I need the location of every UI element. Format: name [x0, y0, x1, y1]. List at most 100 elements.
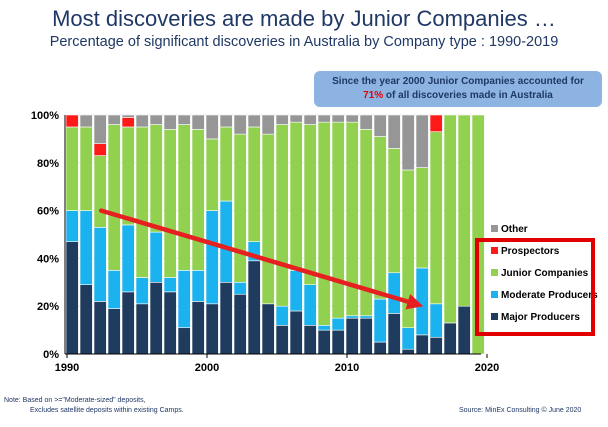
bar-segment: [415, 167, 429, 269]
bar-segment: [359, 315, 373, 319]
y-tick-label: 100%: [31, 110, 59, 122]
bar-segment: [275, 124, 289, 307]
bar-segment: [303, 114, 317, 125]
trend-arrow: [98, 208, 424, 310]
bar-segment: [219, 126, 233, 202]
callout-highlight: 71%: [363, 90, 384, 101]
bar-segment: [303, 325, 317, 355]
bar-segment: [79, 126, 93, 211]
bar-segment: [233, 281, 247, 295]
bar-segment: [219, 281, 233, 355]
bar-segment: [275, 325, 289, 355]
footnote-line-1: Note: Based on >="Moderate-sized" deposi…: [4, 397, 146, 404]
callout-line-1: Since the year 2000 Junior Companies acc…: [332, 76, 584, 87]
x-tick-label: 2020: [475, 362, 499, 374]
bar-segment: [191, 301, 205, 355]
bar-segment: [443, 322, 457, 355]
legend-label: Moderate Producers: [501, 290, 598, 301]
axes: 0% 20% 40% 60% 80% 100% 1990 2000 2010 2020: [31, 110, 499, 374]
bar-segment: [121, 117, 135, 128]
bar-segment: [373, 298, 387, 343]
bar-segment: [317, 121, 331, 326]
bar-segment: [261, 303, 275, 355]
callout-line-2-text: of all discoveries made in Australia: [383, 90, 553, 101]
bar-segment: [303, 284, 317, 326]
bar-segment: [149, 124, 163, 233]
bar-segment: [331, 329, 345, 355]
bar-segment: [149, 114, 163, 125]
y-tick-label: 20%: [37, 301, 59, 313]
bar-segment: [163, 129, 177, 278]
legend-highlight-box: [475, 238, 595, 336]
bar-segment: [233, 293, 247, 355]
bar-segment: [443, 114, 457, 324]
bar-segment: [359, 317, 373, 355]
bar-segment: [429, 336, 443, 355]
bar-segment: [205, 114, 219, 140]
bars: [65, 114, 485, 355]
bar-segment: [149, 281, 163, 355]
bar-segment: [191, 270, 205, 302]
bar-segment: [331, 121, 345, 319]
bar-segment: [191, 129, 205, 271]
bar-segment: [107, 308, 121, 355]
bar-segment: [219, 200, 233, 283]
bar-segment: [93, 301, 107, 355]
bar-segment: [163, 114, 177, 130]
trend-arrow-head: [405, 293, 424, 310]
bar-segment: [457, 305, 471, 355]
trend-arrow-shaft: [98, 208, 411, 304]
legend-swatch: [491, 247, 498, 254]
footnote-line-2: Excludes satellite deposits within exist…: [30, 407, 184, 414]
bar-segment: [233, 114, 247, 135]
bar-segment: [345, 317, 359, 355]
bar-segment: [247, 114, 261, 128]
bar-segment: [191, 114, 205, 130]
bar-segment: [317, 114, 331, 123]
bar-segment: [331, 114, 345, 123]
bar-segment: [79, 284, 93, 355]
bar-segment: [205, 138, 219, 211]
bar-segment: [121, 224, 135, 293]
bar-segment: [93, 114, 107, 144]
legend-swatch: [491, 225, 498, 232]
callout-line-2: 71% of all discoveries made in Australia: [314, 90, 602, 101]
bar-segment: [359, 114, 373, 130]
bar-segment: [65, 126, 79, 211]
bar-segment: [107, 114, 121, 125]
page-title: Most discoveries are made by Junior Comp…: [52, 6, 556, 31]
bar-segment: [65, 210, 79, 242]
bar-segment: [289, 270, 303, 312]
bar-segment: [387, 114, 401, 149]
page-subtitle: Percentage of significant discoveries in…: [49, 34, 559, 50]
bar-segment: [303, 124, 317, 285]
bar-segment: [79, 210, 93, 285]
bar-segment: [149, 231, 163, 283]
bar-segment: [65, 241, 79, 355]
legend-label: Prospectors: [501, 246, 560, 257]
bar-segment: [205, 210, 219, 305]
bar-segment: [289, 114, 303, 123]
legend-swatch: [491, 313, 498, 320]
bar-segment: [387, 313, 401, 355]
bar-segment: [331, 317, 345, 331]
bar-segment: [317, 329, 331, 355]
bar-segment: [373, 341, 387, 355]
bar-segment: [219, 114, 233, 128]
bar-segment: [121, 291, 135, 355]
legend-swatch: [491, 269, 498, 276]
bar-segment: [261, 114, 275, 135]
bar-segment: [121, 126, 135, 226]
x-tick-label: 2010: [335, 362, 359, 374]
bar-segment: [93, 155, 107, 228]
bar-segment: [429, 131, 443, 305]
bar-segment: [401, 348, 415, 355]
bar-segment: [429, 114, 443, 133]
bar-segment: [289, 310, 303, 355]
y-tick-label: 40%: [37, 253, 59, 265]
bar-segment: [135, 303, 149, 355]
bar-segment: [177, 114, 191, 125]
bar-segment: [415, 334, 429, 355]
bar-segment: [93, 227, 107, 302]
source-note: Source: MinEx Consulting © June 2020: [459, 407, 582, 414]
